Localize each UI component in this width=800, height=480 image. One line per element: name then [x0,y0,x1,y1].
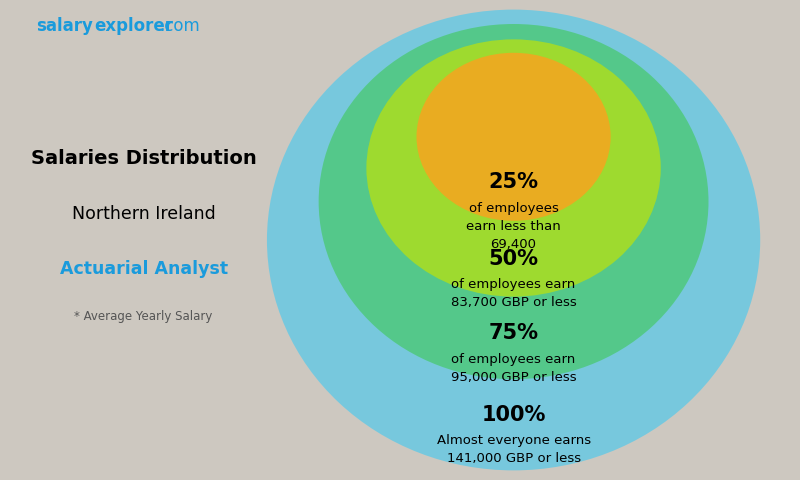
Text: salary: salary [36,17,93,36]
Text: explorer: explorer [94,17,174,36]
Text: of employees earn
83,700 GBP or less: of employees earn 83,700 GBP or less [450,278,577,310]
Text: .com: .com [159,17,200,36]
Text: of employees
earn less than
69,400: of employees earn less than 69,400 [466,202,561,251]
Text: Salaries Distribution: Salaries Distribution [30,149,257,168]
Text: 75%: 75% [489,323,538,343]
Ellipse shape [417,53,610,221]
Text: * Average Yearly Salary: * Average Yearly Salary [74,310,213,324]
Text: 50%: 50% [489,249,538,269]
Text: Almost everyone earns
141,000 GBP or less: Almost everyone earns 141,000 GBP or les… [437,434,590,466]
Text: of employees earn
95,000 GBP or less: of employees earn 95,000 GBP or less [450,353,576,384]
Text: Actuarial Analyst: Actuarial Analyst [59,260,228,278]
Ellipse shape [366,39,661,297]
Ellipse shape [267,10,760,470]
Text: 100%: 100% [482,405,546,425]
Text: Northern Ireland: Northern Ireland [72,204,215,223]
Ellipse shape [318,24,709,379]
Text: 25%: 25% [489,172,538,192]
